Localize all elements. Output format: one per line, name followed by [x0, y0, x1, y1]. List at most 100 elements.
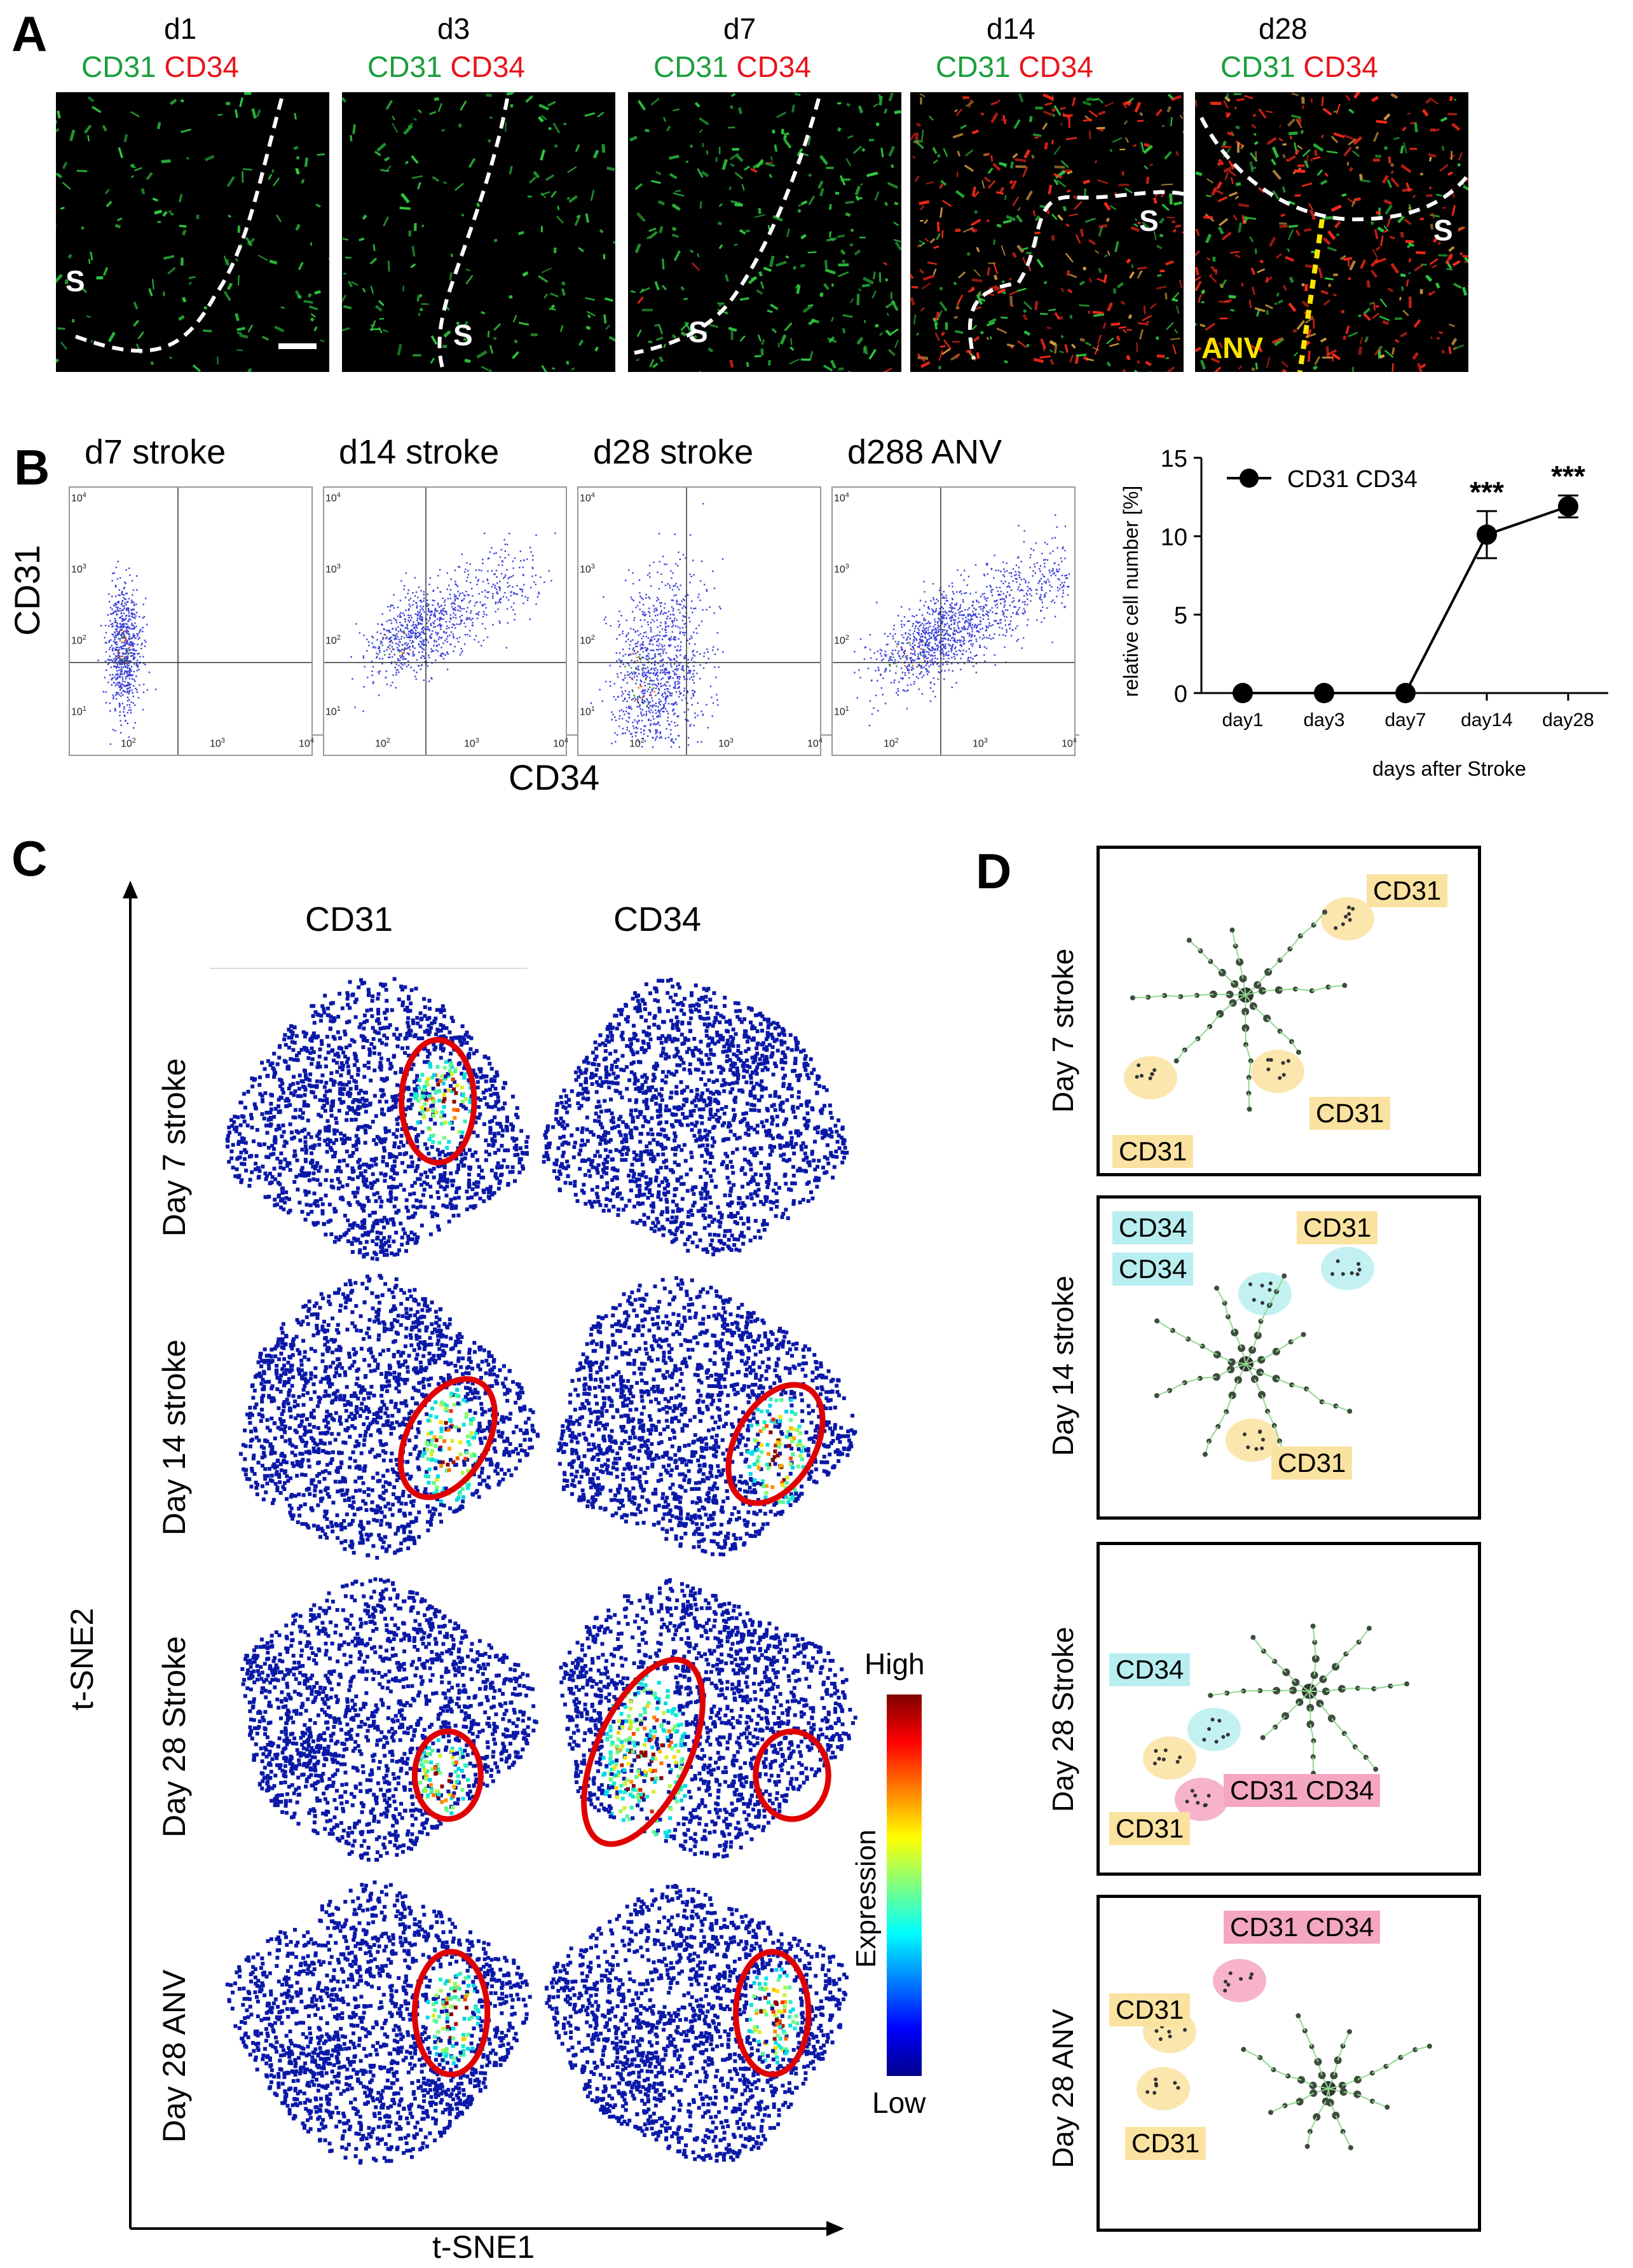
stain-speck — [1379, 298, 1388, 308]
flow-event — [114, 730, 116, 732]
flow-event — [1067, 586, 1069, 588]
flow-event — [1019, 589, 1021, 592]
stain-speck — [1235, 125, 1240, 130]
stain-speck — [835, 191, 840, 195]
stain-speck — [417, 182, 421, 190]
stain-speck — [1333, 132, 1345, 139]
flow-event — [634, 661, 636, 663]
flow-event — [669, 677, 671, 679]
flow-event — [137, 664, 139, 666]
flow-event — [396, 647, 399, 649]
stain-speck — [280, 306, 285, 309]
marker-cd31-label: CD31 — [1220, 50, 1295, 83]
flow-event — [114, 638, 116, 640]
flow-event — [112, 673, 114, 676]
flow-event — [496, 593, 499, 594]
flow-event — [452, 602, 454, 604]
flow-event — [672, 670, 674, 673]
flow-event — [119, 663, 121, 665]
flow-event — [115, 666, 118, 668]
flow-event — [687, 639, 688, 642]
stain-speck — [1106, 337, 1114, 345]
flow-event — [383, 650, 385, 652]
stain-speck — [940, 331, 945, 336]
flow-event — [611, 711, 613, 713]
stain-speck — [1421, 109, 1429, 117]
stain-speck — [1195, 322, 1197, 326]
stain-speck — [1452, 259, 1461, 266]
flow-event — [111, 645, 113, 647]
flow-event — [645, 650, 648, 652]
stain-speck — [1258, 108, 1267, 119]
stain-speck — [1105, 217, 1110, 223]
stain-speck — [1316, 169, 1323, 176]
stain-speck — [585, 325, 591, 331]
flow-event — [690, 724, 692, 725]
flow-event — [402, 649, 405, 650]
stain-speck — [378, 299, 385, 306]
flow-event — [661, 628, 664, 630]
flow-event — [114, 677, 116, 678]
flow-event — [933, 629, 934, 631]
flow-event — [116, 630, 118, 632]
stain-speck — [1166, 322, 1174, 331]
flow-event — [1045, 582, 1047, 584]
stain-speck — [817, 180, 824, 189]
flow-event — [451, 603, 453, 605]
stain-speck — [1301, 282, 1305, 287]
stain-speck — [1419, 217, 1425, 221]
flow-event — [118, 686, 121, 688]
flow-event — [941, 634, 943, 636]
flow-event — [649, 640, 652, 642]
flow-event — [421, 628, 423, 630]
flow-event — [503, 539, 505, 541]
flow-event — [667, 736, 670, 739]
flow-event — [113, 658, 115, 660]
stain-speck — [1145, 361, 1152, 367]
flow-event — [416, 635, 418, 638]
flow-event — [390, 636, 392, 638]
tick-exponent: 2 — [386, 737, 390, 745]
stain-speck — [1343, 146, 1352, 157]
stain-speck — [545, 174, 554, 181]
flow-event — [491, 597, 494, 599]
flow-event — [667, 691, 669, 692]
flow-event — [671, 577, 673, 579]
flow-event — [526, 558, 528, 560]
flow-event — [900, 606, 903, 608]
flow-event — [635, 668, 637, 670]
flow-event — [126, 685, 128, 687]
stain-speck — [967, 99, 974, 108]
flow-event — [123, 633, 125, 636]
stain-speck — [407, 122, 414, 128]
flow-event — [663, 710, 665, 713]
flow-event — [649, 640, 651, 642]
flow-event — [387, 629, 389, 632]
flow-event — [126, 656, 129, 658]
stain-speck — [1390, 263, 1400, 274]
flow-event — [521, 589, 524, 591]
stain-speck — [69, 129, 76, 142]
flow-event — [128, 567, 130, 569]
flow-event — [400, 666, 402, 668]
flow-event — [936, 634, 939, 636]
flow-event — [115, 666, 118, 668]
flow-event — [399, 615, 401, 617]
flow-event — [1016, 578, 1018, 580]
flow-event — [693, 665, 695, 667]
flow-event — [1041, 599, 1042, 601]
stain-speck — [894, 202, 899, 205]
flow-event — [669, 691, 671, 694]
stain-speck — [996, 223, 1002, 228]
flow-event — [676, 619, 678, 621]
flow-event — [697, 741, 699, 743]
flow-event — [697, 702, 699, 704]
flow-event — [940, 615, 943, 618]
flow-event — [901, 642, 903, 644]
stain-speck — [1235, 182, 1241, 186]
flow-event — [445, 610, 448, 613]
stain-speck — [980, 298, 986, 302]
flow-event — [648, 661, 650, 663]
flow-event — [694, 717, 696, 718]
flow-event — [889, 659, 892, 661]
